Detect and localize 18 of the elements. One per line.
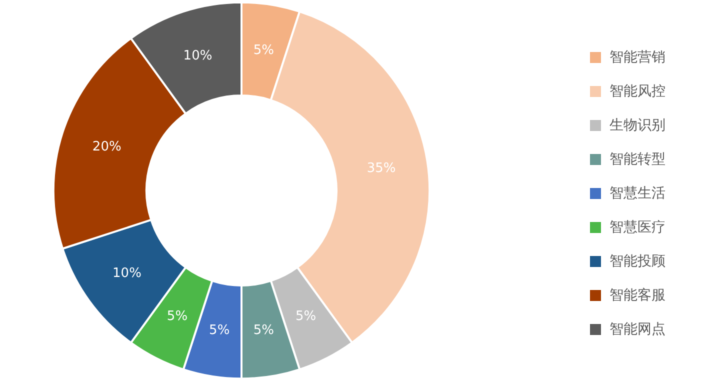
data-label: 5%: [209, 322, 230, 338]
legend-label: 智能风控: [610, 84, 666, 100]
data-label: 5%: [166, 309, 188, 324]
legend-label: 生物识别: [610, 118, 666, 134]
data-label: 35%: [366, 160, 396, 176]
data-label: 5%: [295, 309, 316, 324]
data-label: 10%: [112, 266, 142, 282]
data-label: 20%: [92, 139, 122, 154]
legend-label: 智能营销: [610, 50, 666, 66]
legend-label: 智能转型: [610, 152, 666, 168]
data-label: 10%: [183, 48, 212, 64]
legend-label: 智慧医疗: [610, 220, 666, 236]
legend-label: 智慧生活: [610, 186, 666, 202]
data-label: 5%: [253, 322, 274, 338]
legend-label: 智能客服: [610, 288, 666, 304]
data-label: 5%: [253, 43, 274, 58]
legend-label: 智能网点: [610, 322, 666, 338]
legend-label: 智能投顾: [610, 254, 666, 270]
